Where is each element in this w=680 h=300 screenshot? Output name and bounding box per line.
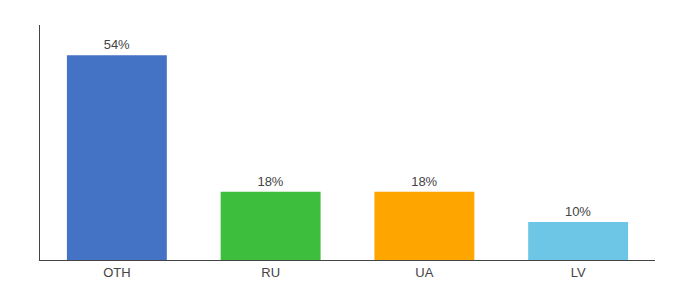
- svg-text:RU: RU: [261, 265, 280, 280]
- svg-text:OTH: OTH: [103, 265, 130, 280]
- svg-text:LV: LV: [571, 265, 586, 280]
- svg-text:10%: 10%: [565, 204, 591, 219]
- svg-text:18%: 18%: [257, 174, 283, 189]
- svg-text:UA: UA: [415, 265, 433, 280]
- svg-text:54%: 54%: [104, 37, 130, 52]
- svg-text:18%: 18%: [411, 174, 437, 189]
